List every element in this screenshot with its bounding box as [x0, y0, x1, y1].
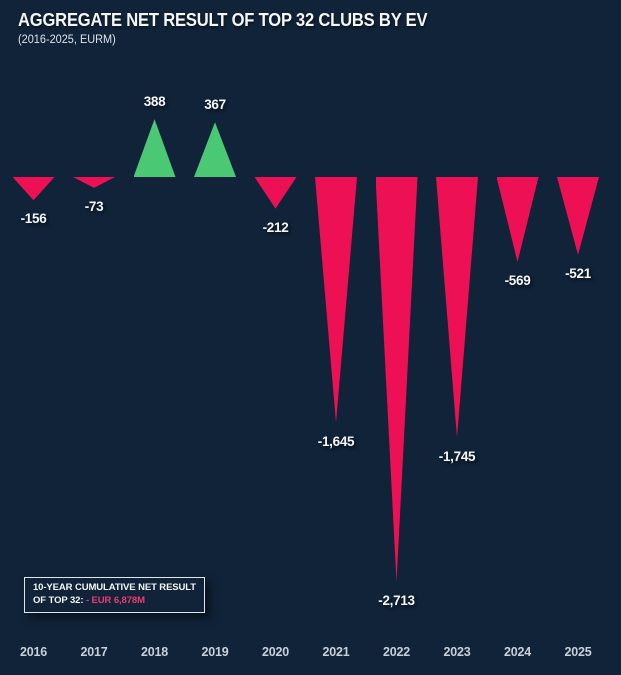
value-label-2024: -569 — [504, 272, 531, 288]
triangle-marker-2017 — [73, 177, 115, 188]
value-label-2017: -73 — [84, 198, 104, 214]
value-label-2016: -156 — [20, 211, 47, 227]
cumulative-note-value: - EUR 6,878M — [85, 594, 145, 606]
value-label-2020: -212 — [262, 219, 289, 235]
year-label-2019: 2019 — [201, 645, 229, 659]
triangle-marker-2023 — [436, 177, 478, 438]
cumulative-note-box: 10-YEAR CUMULATIVE NET RESULT OF TOP 32:… — [24, 577, 206, 613]
value-label-2022: -2,713 — [378, 593, 415, 609]
year-label-2022: 2022 — [382, 645, 410, 659]
triangle-marker-2016 — [12, 177, 55, 201]
triangle-marker-2019 — [194, 122, 236, 177]
value-label-2025: -521 — [565, 265, 591, 281]
value-label-2023: -1,745 — [438, 448, 476, 464]
triangle-marker-2025 — [557, 177, 599, 255]
triangle-marker-2020 — [254, 177, 297, 209]
cumulative-note-line1: 10-YEAR CUMULATIVE NET RESULT — [33, 582, 197, 593]
triangle-marker-2022 — [375, 177, 418, 583]
cumulative-note-line2: OF TOP 32: - EUR 6,878M — [33, 595, 196, 608]
year-label-2020: 2020 — [261, 645, 289, 659]
page-title: AGGREGATE NET RESULT OF TOP 32 CLUBS BY … — [18, 10, 428, 30]
value-label-2018: 388 — [143, 94, 166, 110]
year-label-2023: 2023 — [443, 645, 471, 659]
chart-header: AGGREGATE NET RESULT OF TOP 32 CLUBS BY … — [18, 10, 463, 46]
year-label-2017: 2017 — [80, 645, 108, 659]
value-label-2019: 367 — [204, 97, 226, 113]
year-label-2018: 2018 — [140, 645, 168, 659]
page-subtitle: (2016-2025, EURM) — [18, 34, 116, 46]
year-label-2021: 2021 — [322, 645, 350, 659]
triangle-marker-2018 — [133, 119, 176, 177]
cumulative-note-prefix: OF TOP 32: — [33, 594, 86, 606]
triangle-marker-2024 — [496, 177, 539, 262]
year-label-2016: 2016 — [19, 645, 47, 659]
year-label-2024: 2024 — [503, 645, 531, 659]
year-label-2025: 2025 — [564, 645, 592, 659]
value-label-2021: -1,645 — [317, 433, 355, 449]
triangle-marker-2021 — [315, 177, 357, 423]
